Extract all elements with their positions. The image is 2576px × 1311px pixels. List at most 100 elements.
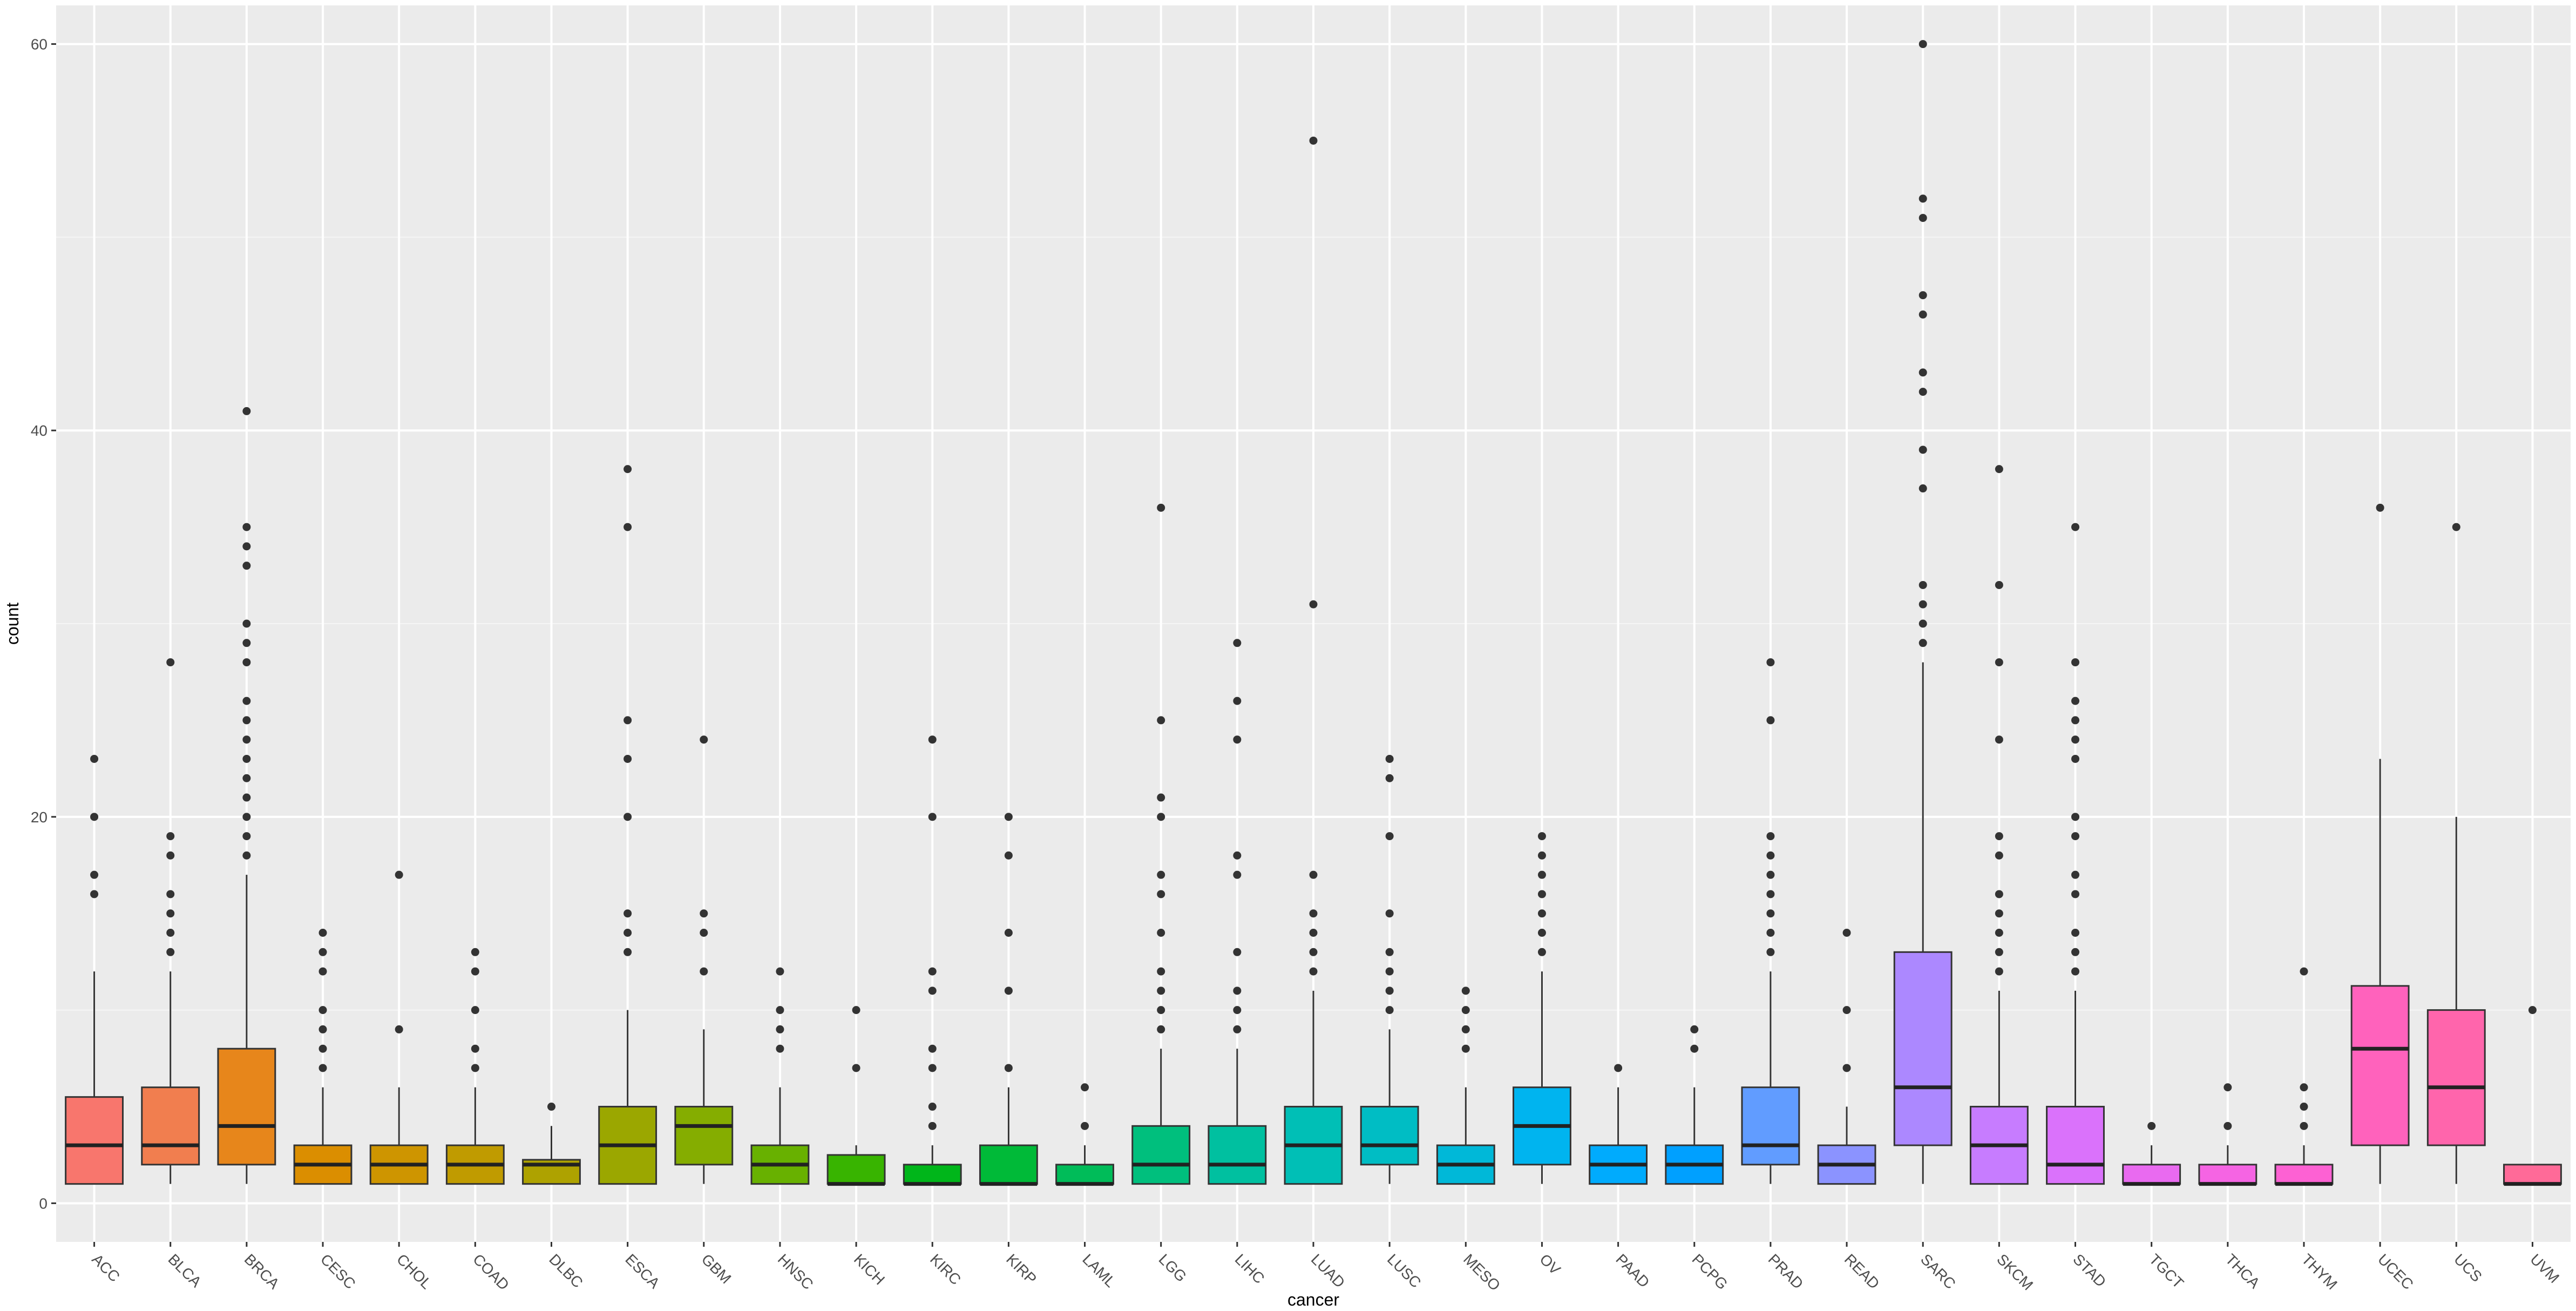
outlier-point xyxy=(1233,986,1242,995)
outlier-point xyxy=(1461,986,1470,995)
outlier-point xyxy=(318,967,327,976)
outlier-point xyxy=(1995,967,2003,976)
outlier-point xyxy=(1995,929,2003,937)
outlier-point xyxy=(1004,929,1013,937)
box-kirc xyxy=(903,735,962,1186)
outlier-point xyxy=(1309,909,1318,918)
outlier-point xyxy=(1919,619,1927,628)
outlier-point xyxy=(1766,909,1775,918)
outlier-point xyxy=(1842,1064,1851,1072)
box-body xyxy=(1208,1125,1267,1185)
outlier-point xyxy=(395,870,403,879)
outlier-point xyxy=(1919,445,1927,454)
outlier-point xyxy=(1919,194,1927,203)
outlier-point xyxy=(1537,851,1546,860)
outlier-point xyxy=(242,658,251,667)
outlier-point xyxy=(1842,1006,1851,1015)
box-body xyxy=(2503,1164,2562,1185)
outlier-point xyxy=(1157,986,1165,995)
outlier-point xyxy=(1919,580,1927,589)
outlier-point xyxy=(90,754,99,763)
box-uvm xyxy=(2503,1006,2562,1186)
outlier-point xyxy=(2300,1103,2308,1111)
outlier-point xyxy=(1766,716,1775,725)
outlier-point xyxy=(776,967,784,976)
outlier-point xyxy=(928,735,937,744)
outlier-point xyxy=(1461,1006,1470,1015)
outlier-point xyxy=(852,1064,860,1072)
box-chol xyxy=(369,870,429,1185)
outlier-point xyxy=(166,929,175,937)
x-axis-title: cancer xyxy=(1287,1290,1339,1309)
outlier-point xyxy=(928,1121,937,1130)
outlier-point xyxy=(2071,658,2080,667)
outlier-point xyxy=(1995,735,2003,744)
outlier-point xyxy=(242,562,251,570)
outlier-point xyxy=(1995,580,2003,589)
outlier-point xyxy=(2452,523,2460,531)
box-laml xyxy=(1055,1083,1114,1186)
box-body xyxy=(1131,1125,1191,1185)
outlier-point xyxy=(1766,890,1775,898)
outlier-point xyxy=(1004,813,1013,821)
outlier-point xyxy=(2147,1121,2156,1130)
outlier-point xyxy=(166,832,175,841)
outlier-point xyxy=(90,813,99,821)
outlier-point xyxy=(1995,890,2003,898)
outlier-point xyxy=(2300,967,2308,976)
outlier-point xyxy=(623,716,632,725)
outlier-point xyxy=(2071,735,2080,744)
y-axis-title: count xyxy=(3,603,22,645)
outlier-point xyxy=(166,890,175,898)
outlier-point xyxy=(90,870,99,879)
outlier-point xyxy=(1537,870,1546,879)
outlier-point xyxy=(1157,716,1165,725)
outlier-point xyxy=(242,832,251,841)
box-read xyxy=(1817,929,1876,1185)
box-body xyxy=(65,1096,124,1185)
box-body xyxy=(1741,1086,1800,1166)
outlier-point xyxy=(1461,1025,1470,1033)
outlier-point xyxy=(471,1006,479,1015)
outlier-point xyxy=(547,1103,555,1111)
box-tgct xyxy=(2122,1121,2181,1186)
outlier-point xyxy=(2528,1006,2537,1015)
outlier-point xyxy=(242,639,251,647)
outlier-point xyxy=(1995,909,2003,918)
outlier-point xyxy=(1461,1044,1470,1053)
outlier-point xyxy=(2071,716,2080,725)
outlier-point xyxy=(1919,310,1927,319)
outlier-point xyxy=(166,909,175,918)
outlier-point xyxy=(1233,851,1242,860)
outlier-point xyxy=(1157,1006,1165,1015)
outlier-point xyxy=(1766,832,1775,841)
outlier-point xyxy=(700,967,708,976)
outlier-point xyxy=(2071,870,2080,879)
outlier-point xyxy=(928,1103,937,1111)
outlier-point xyxy=(1537,832,1546,841)
box-body xyxy=(2426,1009,2486,1146)
outlier-point xyxy=(242,619,251,628)
outlier-point xyxy=(318,1044,327,1053)
outlier-point xyxy=(1004,851,1013,860)
box-skcm xyxy=(1969,465,2029,1185)
outlier-point xyxy=(1995,658,2003,667)
outlier-point xyxy=(1995,465,2003,474)
outlier-point xyxy=(242,542,251,551)
outlier-point xyxy=(928,986,937,995)
outlier-point xyxy=(1537,890,1546,898)
outlier-point xyxy=(1233,1025,1242,1033)
outlier-point xyxy=(90,890,99,898)
box-paad xyxy=(1589,1064,1648,1185)
outlier-point xyxy=(1995,851,2003,860)
box-body xyxy=(979,1144,1038,1185)
box-blca xyxy=(141,658,200,1184)
box-esca xyxy=(598,465,657,1185)
box-acc xyxy=(65,754,124,1185)
outlier-point xyxy=(242,774,251,782)
box-lusc xyxy=(1360,754,1419,1184)
outlier-point xyxy=(1385,754,1394,763)
outlier-point xyxy=(1004,1064,1013,1072)
outlier-point xyxy=(2071,754,2080,763)
box-pcpg xyxy=(1665,1025,1724,1185)
